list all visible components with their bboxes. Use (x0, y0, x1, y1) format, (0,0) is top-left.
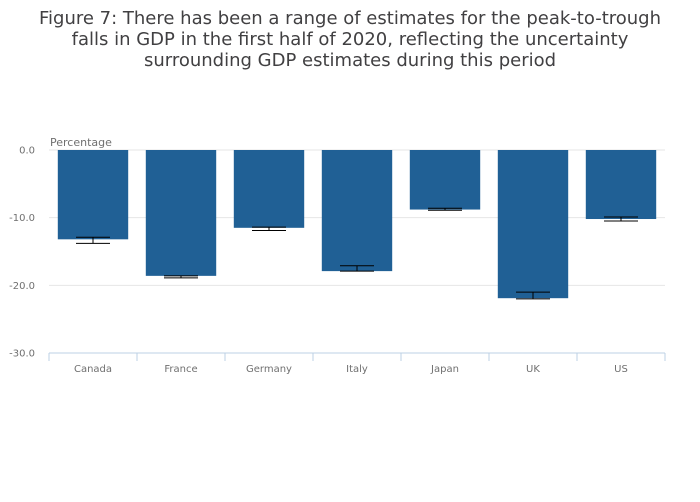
bar-france (146, 150, 216, 276)
y-tick-label: -20.0 (9, 281, 35, 292)
bar-canada (58, 150, 128, 239)
x-tick-label: Canada (74, 364, 112, 375)
bar-us (586, 150, 656, 219)
chart-container: Figure 7: There has been a range of esti… (0, 0, 700, 502)
bar-germany (234, 150, 304, 228)
x-tick-label: UK (526, 364, 540, 375)
x-tick-label: US (614, 364, 628, 375)
bar-uk (498, 150, 568, 298)
y-tick-label: -10.0 (9, 213, 35, 224)
bar-italy (322, 150, 392, 271)
x-tick-label: Germany (246, 364, 292, 375)
bar-chart: 0.0 -10.0 -20.0 -30.0 Percentage Canada France… (0, 0, 700, 502)
y-axis-label: Percentage (50, 136, 112, 149)
x-tick-label: Japan (430, 364, 459, 375)
x-tick-label: Italy (346, 364, 368, 375)
x-tick-label: France (164, 364, 197, 375)
y-tick-label: -30.0 (9, 349, 35, 360)
bar-japan (410, 150, 480, 210)
y-tick-label: 0.0 (19, 146, 35, 157)
